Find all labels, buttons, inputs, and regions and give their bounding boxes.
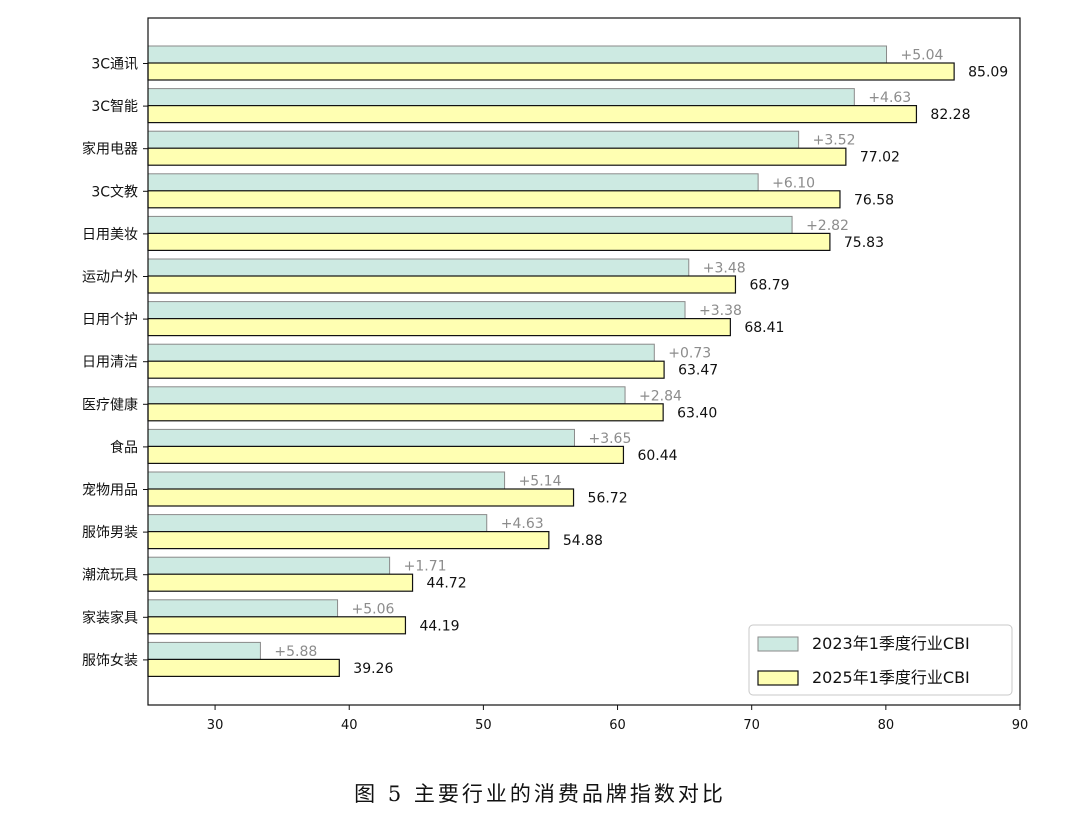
- bar-2025-8: [147, 360, 665, 379]
- bar-2025-7: [147, 318, 731, 337]
- bar-2025-5: [147, 232, 831, 251]
- bar-2025-3: [147, 147, 847, 166]
- bar-2023-1: [147, 45, 888, 64]
- value-label: 76.58: [854, 192, 894, 208]
- value-label: 44.19: [419, 618, 459, 634]
- change-label: +1.71: [404, 559, 447, 575]
- x-tick-label: 50: [475, 718, 492, 733]
- bar-2023-11: [147, 471, 506, 490]
- y-tick-label: 家装家具: [82, 609, 138, 626]
- x-tick-label: 60: [609, 718, 626, 733]
- value-label: 56.72: [588, 491, 628, 507]
- bar-2023-15: [147, 641, 261, 660]
- change-label: +6.10: [772, 175, 815, 191]
- bar-2023-6: [147, 258, 690, 277]
- bar-2023-13: [147, 556, 391, 575]
- bar-2025-13: [147, 573, 414, 592]
- value-label: 68.41: [744, 320, 784, 336]
- change-label: +2.84: [639, 388, 682, 404]
- change-label: +3.38: [699, 303, 742, 319]
- y-tick-label: 日用美妆: [82, 227, 138, 243]
- change-label: +2.82: [806, 218, 849, 234]
- x-tick-label: 90: [1012, 718, 1029, 733]
- bar-2025-10: [147, 445, 625, 464]
- change-label: +0.73: [668, 346, 711, 362]
- value-label: 54.88: [563, 533, 603, 549]
- change-label: +3.65: [588, 431, 631, 447]
- x-tick-label: 70: [743, 718, 760, 733]
- y-tick-label: 服饰女装: [82, 652, 138, 669]
- bar-2025-12: [147, 530, 550, 550]
- value-label: 63.40: [677, 405, 717, 421]
- legend-swatch: [757, 636, 799, 652]
- bar-2023-8: [147, 343, 655, 362]
- change-label: +5.06: [352, 601, 395, 617]
- bar-2025-1: [147, 62, 955, 81]
- bar-2023-4: [147, 173, 759, 192]
- legend-swatch: [757, 670, 799, 686]
- change-label: +4.63: [868, 90, 911, 106]
- y-tick-label: 潮流玩具: [82, 568, 138, 584]
- change-label: +5.14: [519, 474, 562, 490]
- legend-label: 2023年1季度行业CBI: [812, 634, 970, 653]
- bar-2025-15: [147, 658, 340, 678]
- x-tick-label: 30: [207, 718, 224, 733]
- y-tick-label: 家用电器: [82, 141, 138, 158]
- value-label: 77.02: [860, 150, 900, 166]
- change-label: +3.48: [703, 261, 746, 277]
- x-tick-label: 40: [341, 718, 358, 733]
- change-label: +4.63: [501, 516, 544, 532]
- value-label: 63.47: [678, 363, 718, 379]
- bar-2025-11: [147, 488, 575, 507]
- value-label: 68.79: [749, 278, 789, 294]
- y-tick-label: 食品: [110, 439, 138, 456]
- bar-2023-2: [147, 88, 855, 107]
- x-tick-label: 80: [878, 718, 895, 733]
- bar-2025-14: [147, 616, 407, 635]
- change-label: +5.88: [274, 644, 317, 660]
- bar-2023-10: [147, 428, 575, 447]
- y-tick-label: 运动户外: [82, 269, 138, 286]
- bar-2023-14: [147, 599, 339, 618]
- change-label: +3.52: [813, 133, 856, 149]
- value-label: 75.83: [844, 235, 884, 251]
- legend-box: [748, 624, 1013, 696]
- bar-2025-6: [147, 275, 737, 294]
- bar-2025-4: [147, 190, 841, 209]
- y-tick-label: 3C通讯: [91, 57, 138, 73]
- value-label: 44.72: [427, 576, 467, 592]
- bar-2023-12: [147, 514, 488, 533]
- bar-2025-2: [147, 104, 918, 124]
- bar-2025-9: [147, 403, 664, 422]
- y-tick-label: 3C智能: [91, 99, 138, 115]
- bar-2023-5: [147, 215, 793, 234]
- y-tick-label: 日用个护: [82, 312, 138, 328]
- bar-2023-3: [147, 130, 800, 149]
- figure-caption: 图 5 主要行业的消费品牌指数对比: [354, 782, 726, 806]
- legend: 2023年1季度行业CBI 2025年1季度行业CBI: [748, 624, 1013, 696]
- y-tick-label: 3C文教: [91, 184, 138, 200]
- change-label: +5.04: [901, 48, 944, 64]
- bar-2023-7: [147, 301, 686, 320]
- y-tick-label: 医疗健康: [82, 396, 138, 413]
- value-label: 82.28: [930, 107, 970, 123]
- y-tick-label: 服饰男装: [82, 525, 138, 541]
- bar-2023-9: [147, 386, 626, 405]
- y-tick-label: 宠物用品: [82, 483, 138, 499]
- value-label: 85.09: [968, 65, 1008, 81]
- value-label: 60.44: [637, 448, 677, 464]
- value-label: 39.26: [353, 661, 393, 677]
- legend-label: 2025年1季度行业CBI: [812, 668, 970, 687]
- y-tick-label: 日用清洁: [82, 355, 138, 371]
